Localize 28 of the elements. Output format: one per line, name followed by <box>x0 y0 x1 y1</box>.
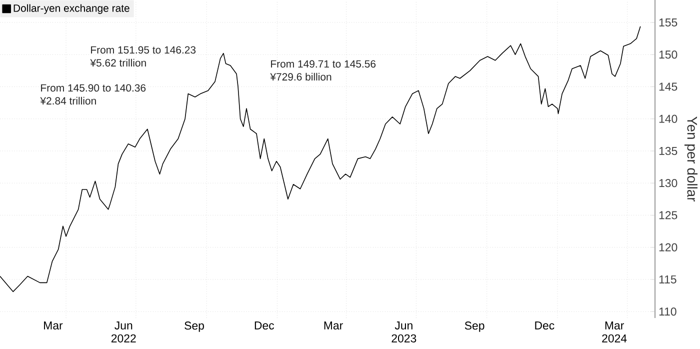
x-tick-label: Mar <box>44 322 63 330</box>
annotation: ¥5.62 trillion <box>90 58 146 67</box>
annotation: From 145.90 to 140.36 <box>41 84 146 92</box>
x-tick-label: Sep <box>184 322 204 332</box>
annotation: From 149.71 to 145.56 <box>271 60 376 68</box>
annotation: ¥729.6 billion <box>270 72 332 81</box>
y-axis-title: Yen per dollar <box>684 116 698 202</box>
y-tick-label: 145 <box>659 82 678 91</box>
y-tick-label: 140 <box>659 114 678 123</box>
x-tick-label: Dec <box>535 322 554 330</box>
x-tick-label: Mar <box>324 322 343 330</box>
x-tick-label: Mar 2024 <box>602 322 627 342</box>
y-tick-label: 135 <box>659 146 678 156</box>
x-tick-label: Sep <box>464 322 484 332</box>
x-tick-label: Jun 2023 <box>392 322 416 342</box>
y-tick-label: 110 <box>659 308 676 316</box>
annotation: ¥2.84 trillion <box>40 96 96 105</box>
y-tick-label: 130 <box>659 179 678 188</box>
y-tick-label: 125 <box>659 211 678 220</box>
legend-label: Dollar-yen exchange rate <box>14 4 130 14</box>
line-series <box>0 26 641 292</box>
y-tick-label: 150 <box>659 50 678 59</box>
x-tick-label: Jun 2022 <box>111 322 136 342</box>
y-tick-label: 155 <box>659 18 678 26</box>
y-tick-label: 120 <box>659 243 678 252</box>
annotation: From 151.95 to 146.23 <box>91 46 196 54</box>
x-tick-label: Dec <box>254 322 274 330</box>
y-tick-label: 115 <box>659 275 676 284</box>
